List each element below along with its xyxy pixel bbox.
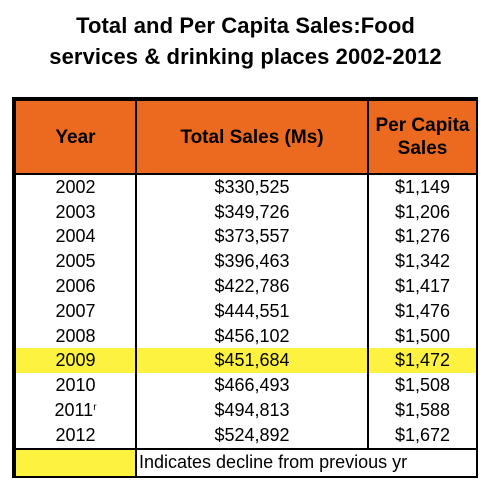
cell-per-capita: $1,342 bbox=[367, 249, 478, 275]
cell-per-capita: $1,206 bbox=[367, 199, 478, 225]
cell-total-sales: $330,525 bbox=[135, 174, 369, 200]
header-per-capita-line-1: Per Capita bbox=[375, 115, 470, 136]
cell-per-capita: $1,276 bbox=[367, 224, 478, 250]
year-value: 2005 bbox=[55, 251, 96, 272]
cell-year: 2006 bbox=[14, 274, 137, 299]
cell-total-sales: $494,813 bbox=[135, 398, 369, 423]
table-row: 2005 $396,463 $1,342 bbox=[14, 249, 478, 275]
year-value: 2007 bbox=[55, 300, 96, 321]
cell-per-capita: $1,476 bbox=[367, 298, 478, 324]
legend-text: Indicates decline from previous yr bbox=[135, 447, 478, 476]
cell-year: 2008 bbox=[14, 323, 137, 349]
header-total-sales: Total Sales (Ms) bbox=[135, 99, 369, 175]
cell-year: 2003 bbox=[14, 199, 137, 225]
cell-year: 2002 bbox=[14, 174, 137, 200]
cell-total-sales: $396,463 bbox=[135, 249, 369, 275]
page-title: Total and Per Capita Sales:Food services… bbox=[0, 10, 491, 72]
cell-year: 2004 bbox=[14, 224, 137, 250]
year-value: 2012 bbox=[55, 424, 96, 445]
cell-per-capita: $1,508 bbox=[367, 373, 478, 399]
year-value: 2003 bbox=[55, 201, 96, 222]
table-header-row: Year Total Sales (Ms) Per Capita Sales bbox=[14, 99, 478, 175]
cell-year: 2009 bbox=[14, 348, 137, 374]
cell-per-capita: $1,472 bbox=[367, 348, 478, 374]
table-row: 2004 $373,557 $1,276 bbox=[14, 224, 478, 250]
table-row: 2006 $422,786 $1,417 bbox=[14, 274, 478, 299]
header-per-capita: Per Capita Sales bbox=[367, 99, 478, 175]
cell-total-sales: $444,551 bbox=[135, 298, 369, 324]
cell-year: 2007 bbox=[14, 298, 137, 324]
cell-year: 2010 bbox=[14, 373, 137, 399]
cell-per-capita: $1,149 bbox=[367, 174, 478, 200]
cell-total-sales: $349,726 bbox=[135, 199, 369, 225]
table-row: 2010 $466,493 $1,508 bbox=[14, 373, 478, 399]
table-row: 2007 $444,551 $1,476 bbox=[14, 298, 478, 324]
cell-per-capita: $1,672 bbox=[367, 422, 478, 449]
cell-total-sales: $422,786 bbox=[135, 274, 369, 299]
table-row: 2009 $451,684 $1,472 bbox=[14, 348, 478, 374]
cell-per-capita: $1,588 bbox=[367, 398, 478, 423]
table-row: 2011r $494,813 $1,588 bbox=[14, 398, 478, 423]
cell-total-sales: $524,892 bbox=[135, 422, 369, 449]
title-line-1: Total and Per Capita Sales:Food bbox=[76, 13, 415, 38]
cell-year: 2012 bbox=[14, 422, 137, 449]
year-value: 2004 bbox=[55, 226, 96, 247]
table-row: 2008 $456,102 $1,500 bbox=[14, 323, 478, 349]
cell-year: 2005 bbox=[14, 249, 137, 275]
table-row: 2012 $524,892 $1,672 bbox=[14, 422, 478, 449]
header-per-capita-line-2: Sales bbox=[397, 138, 448, 159]
cell-per-capita: $1,417 bbox=[367, 274, 478, 299]
table-body: 2002 $330,525 $1,149 2003 $349,726 $1,206 2004… bbox=[14, 174, 478, 476]
cell-year: 2011r bbox=[14, 398, 137, 423]
year-value: 2009 bbox=[55, 350, 96, 371]
sales-table: Year Total Sales (Ms) Per Capita Sales 2… bbox=[12, 97, 478, 478]
cell-total-sales: $466,493 bbox=[135, 373, 369, 399]
year-value: 2011 bbox=[54, 399, 94, 420]
header-year: Year bbox=[14, 99, 137, 175]
year-value: 2010 bbox=[55, 375, 96, 396]
revision-mark: r bbox=[93, 401, 97, 413]
table-row: 2003 $349,726 $1,206 bbox=[14, 199, 478, 225]
title-line-2: services & drinking places 2002-2012 bbox=[49, 44, 442, 69]
year-value: 2002 bbox=[55, 176, 96, 197]
cell-total-sales: $451,684 bbox=[135, 348, 369, 374]
year-value: 2008 bbox=[55, 325, 96, 346]
cell-total-sales: $456,102 bbox=[135, 323, 369, 349]
legend-row: Indicates decline from previous yr bbox=[14, 447, 478, 476]
cell-total-sales: $373,557 bbox=[135, 224, 369, 250]
year-value: 2006 bbox=[55, 276, 96, 297]
legend-swatch bbox=[14, 447, 137, 476]
cell-per-capita: $1,500 bbox=[367, 323, 478, 349]
table-row: 2002 $330,525 $1,149 bbox=[14, 174, 478, 200]
